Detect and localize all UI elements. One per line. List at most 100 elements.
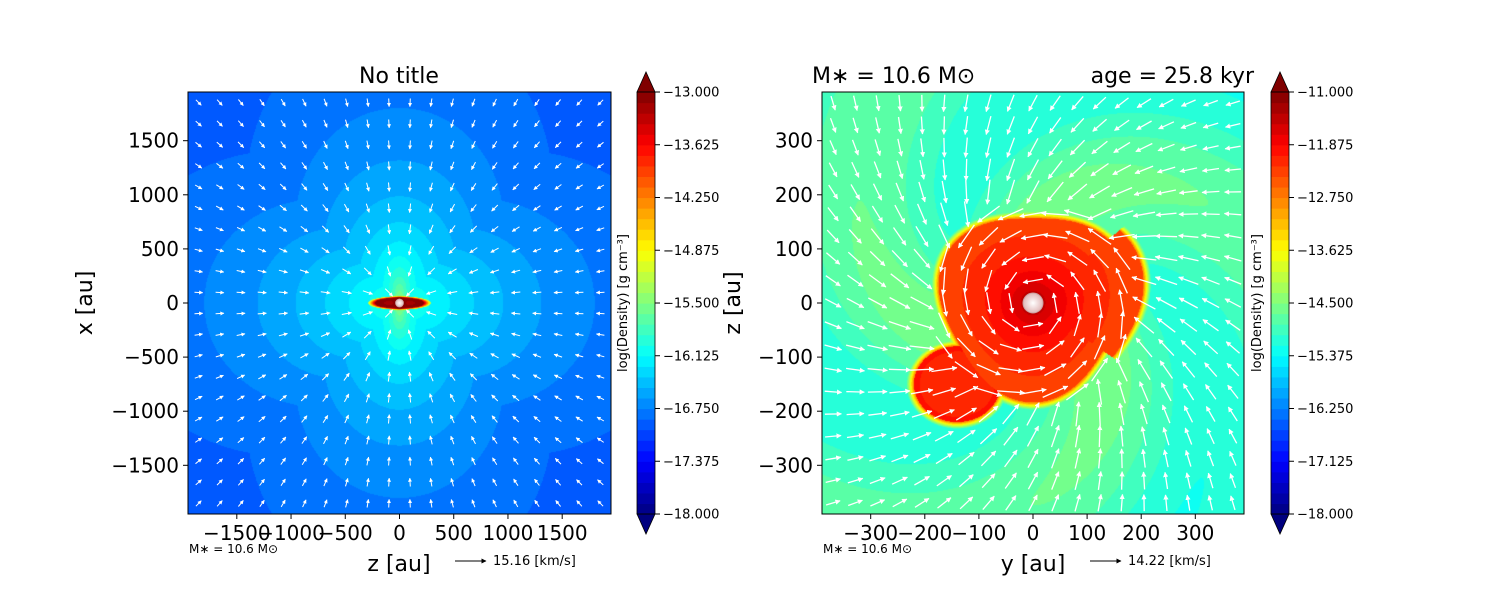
velocity-arrow — [554, 416, 562, 422]
velocity-arrow — [513, 478, 519, 486]
velocity-arrow — [365, 456, 370, 466]
velocity-arrow — [937, 497, 952, 509]
velocity-arrow — [362, 290, 373, 295]
velocity-arrow — [278, 353, 288, 359]
velocity-arrow — [891, 249, 908, 268]
velocity-arrow — [447, 311, 458, 316]
velocity-arrow — [1132, 211, 1156, 218]
velocity-arrow — [322, 415, 329, 423]
velocity-arrow — [511, 332, 521, 337]
colorbar-band — [1271, 123, 1289, 135]
velocity-arrow — [470, 415, 477, 423]
velocity-arrow — [237, 141, 245, 148]
velocity-arrow — [1042, 232, 1068, 239]
velocity-arrow — [554, 458, 562, 465]
velocity-arrow — [216, 416, 224, 422]
velocity-arrow — [1040, 210, 1069, 217]
velocity-arrow — [259, 457, 266, 465]
velocity-arrow — [1026, 402, 1040, 426]
velocity-arrow — [194, 353, 203, 358]
velocity-arrow — [301, 183, 308, 191]
velocity-arrow — [320, 332, 331, 337]
velocity-arrow — [1005, 179, 1016, 205]
velocity-arrow — [512, 162, 519, 170]
velocity-arrow — [1051, 471, 1060, 490]
colorbar-band — [637, 387, 655, 399]
y-tick-label: −100 — [758, 345, 813, 369]
velocity-arrow — [386, 266, 392, 277]
velocity-arrow — [386, 119, 391, 129]
velocity-arrow — [238, 99, 244, 106]
y-tick-label: −200 — [758, 399, 813, 423]
velocity-arrow — [216, 184, 224, 190]
colorbar-band — [637, 366, 655, 378]
velocity-arrow — [429, 203, 434, 213]
velocity-arrow — [596, 395, 605, 401]
colorbar-tick-label: −11.875 — [1297, 138, 1353, 153]
velocity-arrow — [365, 140, 370, 150]
velocity-arrow — [343, 225, 350, 234]
velocity-arrow — [1004, 472, 1017, 489]
velocity-arrow — [575, 205, 584, 211]
velocity-arrow — [597, 500, 604, 507]
velocity-arrow — [847, 499, 863, 507]
velocity-arrow — [533, 436, 541, 444]
velocity-arrow — [897, 95, 903, 112]
velocity-arrow — [1026, 159, 1040, 181]
velocity-arrow — [1179, 144, 1197, 152]
velocity-arrow — [958, 451, 975, 466]
velocity-arrow — [555, 99, 561, 106]
velocity-arrow — [1119, 493, 1125, 512]
velocity-arrow — [344, 499, 349, 508]
velocity-arrow — [237, 416, 245, 422]
velocity-arrow — [553, 374, 563, 380]
velocity-arrow — [428, 372, 434, 382]
velocity-arrow — [448, 246, 457, 254]
colorbar-band — [1271, 461, 1289, 473]
velocity-arrow — [871, 205, 884, 223]
velocity-arrow — [867, 320, 888, 330]
velocity-arrow — [471, 436, 476, 445]
velocity-arrow — [985, 179, 991, 205]
velocity-arrow — [215, 248, 225, 253]
velocity-arrow — [1002, 403, 1020, 425]
colorbar-tick-label: −18.000 — [1297, 508, 1353, 523]
y-tick-label: 1000 — [128, 183, 179, 207]
velocity-arrow — [320, 311, 331, 316]
y-tick-label: −500 — [124, 345, 179, 369]
velocity-arrow — [471, 98, 476, 107]
colorbar-tick-label: −14.250 — [663, 191, 719, 206]
velocity-arrow — [195, 163, 203, 169]
velocity-arrow — [1205, 406, 1216, 422]
velocity-arrow — [1019, 387, 1047, 395]
x-tick-label: 0 — [1027, 521, 1040, 545]
velocity-arrow — [1227, 384, 1239, 399]
velocity-arrow — [888, 344, 912, 352]
velocity-arrow — [299, 311, 310, 316]
velocity-arrow — [1097, 493, 1103, 512]
velocity-arrow — [1068, 161, 1087, 178]
velocity-arrow — [596, 269, 605, 274]
velocity-arrow — [386, 329, 392, 340]
velocity-arrow — [469, 225, 478, 233]
velocity-arrow — [278, 247, 288, 253]
velocity-arrow — [257, 353, 267, 358]
velocity-arrow — [236, 332, 246, 337]
colorbar-band — [1271, 271, 1289, 283]
y-tick-label: 0 — [800, 291, 813, 315]
velocity-arrow — [236, 353, 246, 358]
velocity-arrow — [999, 229, 1022, 243]
velocity-arrow — [405, 309, 415, 318]
velocity-arrow — [938, 312, 951, 339]
velocity-arrow — [216, 141, 224, 148]
velocity-arrow — [872, 183, 883, 201]
velocity-arrow — [1045, 340, 1065, 355]
colorbar-band — [637, 260, 655, 272]
velocity-arrow — [387, 393, 391, 403]
velocity-arrow — [1001, 251, 1021, 266]
velocity-arrow — [407, 266, 413, 277]
velocity-arrow — [846, 389, 865, 395]
velocity-arrow — [300, 226, 309, 233]
velocity-arrow — [429, 456, 434, 466]
y-tick-label: 200 — [775, 183, 813, 207]
